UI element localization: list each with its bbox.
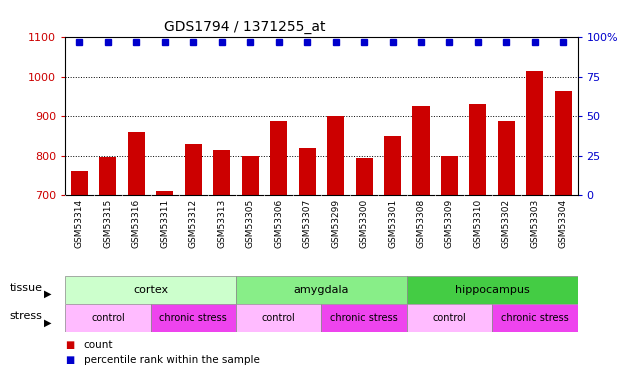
Bar [71, 171, 88, 195]
Bar [322, 304, 407, 332]
Bar [213, 150, 230, 195]
Text: chronic stress: chronic stress [160, 313, 227, 323]
Bar [555, 91, 572, 195]
Bar [327, 116, 344, 195]
Bar [156, 191, 173, 195]
Text: control: control [262, 313, 296, 323]
Text: GSM53301: GSM53301 [388, 199, 397, 248]
Bar [469, 104, 486, 195]
Text: control: control [433, 313, 466, 323]
Text: GSM53305: GSM53305 [246, 199, 255, 248]
Text: hippocampus: hippocampus [455, 285, 530, 295]
Text: GSM53314: GSM53314 [75, 199, 84, 248]
Bar [384, 136, 401, 195]
Bar [150, 304, 236, 332]
Text: GSM53308: GSM53308 [417, 199, 425, 248]
Bar [498, 121, 515, 195]
Text: GSM53315: GSM53315 [104, 199, 112, 248]
Text: GSM53309: GSM53309 [445, 199, 454, 248]
Text: control: control [91, 313, 125, 323]
Text: ▶: ▶ [43, 289, 51, 299]
Bar [65, 304, 150, 332]
Bar [128, 132, 145, 195]
Text: GSM53316: GSM53316 [132, 199, 141, 248]
Text: GSM53307: GSM53307 [302, 199, 312, 248]
Text: ■: ■ [65, 355, 75, 365]
Text: GSM53310: GSM53310 [473, 199, 483, 248]
Bar [355, 158, 373, 195]
Bar [184, 144, 202, 195]
Bar [236, 276, 407, 304]
Bar [236, 304, 322, 332]
Text: GSM53304: GSM53304 [559, 199, 568, 248]
Text: ■: ■ [65, 340, 75, 350]
Text: GSM53312: GSM53312 [189, 199, 197, 248]
Bar [407, 304, 492, 332]
Text: percentile rank within the sample: percentile rank within the sample [84, 355, 260, 365]
Text: GSM53299: GSM53299 [331, 199, 340, 248]
Text: chronic stress: chronic stress [501, 313, 569, 323]
Text: chronic stress: chronic stress [330, 313, 398, 323]
Text: GSM53302: GSM53302 [502, 199, 511, 248]
Text: GSM53303: GSM53303 [530, 199, 539, 248]
Text: tissue: tissue [9, 283, 42, 293]
Bar [492, 304, 578, 332]
Text: cortex: cortex [133, 285, 168, 295]
Bar [412, 106, 430, 195]
Text: count: count [84, 340, 114, 350]
Text: GSM53306: GSM53306 [274, 199, 283, 248]
Text: stress: stress [9, 311, 42, 321]
Text: amygdala: amygdala [294, 285, 349, 295]
Bar [270, 122, 287, 195]
Bar [99, 157, 116, 195]
Bar [299, 148, 315, 195]
Bar [526, 71, 543, 195]
Text: GSM53313: GSM53313 [217, 199, 226, 248]
Bar [242, 156, 259, 195]
Bar [65, 276, 236, 304]
Text: GSM53311: GSM53311 [160, 199, 170, 248]
Bar [407, 276, 578, 304]
Text: GSM53300: GSM53300 [360, 199, 368, 248]
Text: GDS1794 / 1371255_at: GDS1794 / 1371255_at [164, 20, 325, 34]
Bar [441, 156, 458, 195]
Text: ▶: ▶ [43, 317, 51, 327]
